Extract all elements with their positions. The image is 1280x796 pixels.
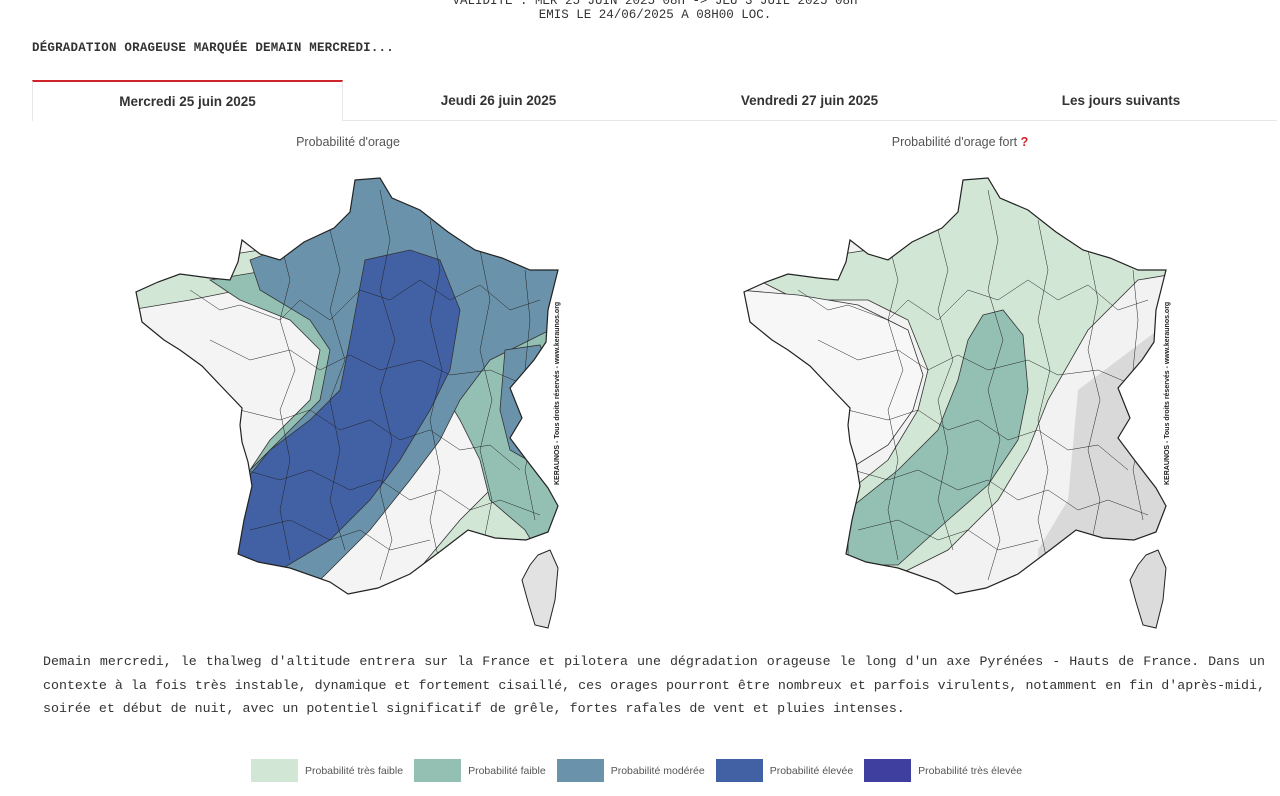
strong-storm-probability-title: Probabilité d'orage fort ?	[840, 135, 1080, 149]
legend-label: Probabilité modérée	[610, 764, 705, 777]
day-tabs: Mercredi 25 juin 2025 Jeudi 26 juin 2025…	[32, 80, 1277, 121]
legend-label: Probabilité très élevée	[918, 764, 1023, 777]
legend-swatch	[715, 759, 763, 782]
corsica	[521, 549, 559, 629]
copyright-notice-left: KERAUNOS - Tous droits réservés - www.ke…	[554, 301, 561, 485]
storm-probability-map	[135, 177, 559, 629]
legend-swatch	[251, 759, 298, 782]
strong-storm-probability-map	[743, 177, 1167, 629]
tab-friday[interactable]: Vendredi 27 juin 2025	[740, 92, 879, 108]
legend-swatch	[864, 759, 912, 782]
copyright-notice-right: KERAUNOS - Tous droits réservés - www.ke…	[1164, 301, 1171, 485]
tab-thursday[interactable]: Jeudi 26 juin 2025	[440, 92, 557, 108]
issued-line: EMIS LE 24/06/2025 A 08H00 LOC.	[538, 8, 772, 22]
storm-probability-title: Probabilité d'orage	[296, 135, 400, 149]
legend-item: Probabilité faible	[414, 759, 546, 782]
legend-item: Probabilité modérée	[556, 759, 705, 782]
strong-storm-title-text: Probabilité d'orage fort	[891, 135, 1018, 149]
forecast-description: Demain mercredi, le thalweg d'altitude e…	[43, 654, 1265, 716]
legend-swatch	[414, 759, 462, 782]
tab-wednesday[interactable]: Mercredi 25 juin 2025	[32, 80, 343, 121]
forecast-headline: DÉGRADATION ORAGEUSE MARQUÉE DEMAIN MERC…	[32, 41, 394, 55]
probability-legend: Probabilité très faible Probabilité faib…	[251, 759, 1033, 782]
validity-line: VALIDITE : MER 25 JUIN 2025 08H -> JEU 3…	[452, 0, 858, 8]
france-outline	[135, 177, 559, 595]
legend-item: Probabilité élevée	[715, 759, 854, 782]
tab-following-days[interactable]: Les jours suivants	[1061, 92, 1181, 108]
corsica	[1129, 549, 1167, 629]
department-borders	[189, 189, 541, 581]
legend-label: Probabilité faible	[468, 764, 546, 777]
legend-item: Probabilité très élevée	[864, 759, 1022, 782]
department-borders	[797, 189, 1149, 581]
legend-label: Probabilité très faible	[305, 764, 404, 777]
legend-label: Probabilité élevée	[769, 764, 854, 777]
legend-swatch	[556, 759, 604, 782]
help-icon[interactable]: ?	[1020, 135, 1029, 149]
france-outline	[743, 177, 1167, 595]
forecast-validity: VALIDITE : MER 25 JUIN 2025 08H -> JEU 3…	[0, 0, 1280, 22]
legend-item: Probabilité très faible	[251, 759, 403, 782]
